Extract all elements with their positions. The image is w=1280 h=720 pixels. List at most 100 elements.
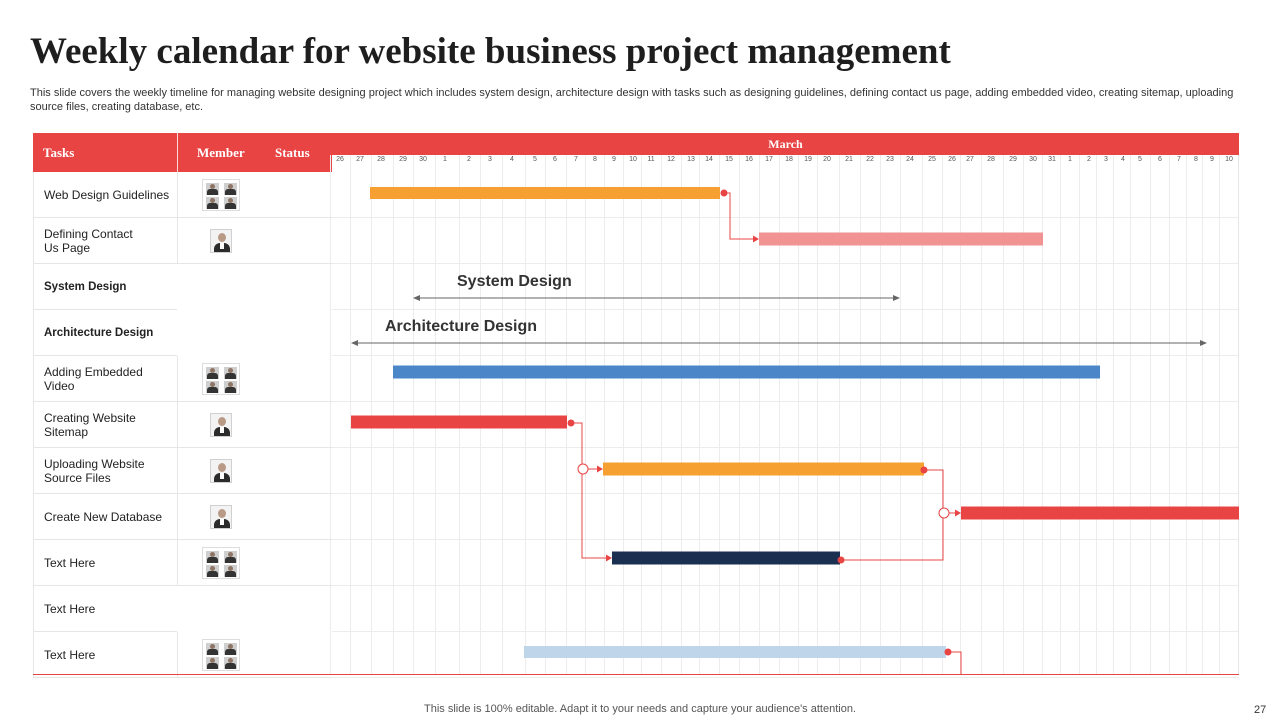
task-name: Creating Website Sitemap bbox=[44, 411, 136, 439]
day-column bbox=[942, 155, 943, 675]
footer-note: This slide is 100% editable. Adapt it to… bbox=[424, 703, 856, 715]
task-cell: Adding Embedded Video bbox=[33, 356, 177, 402]
header-divider bbox=[177, 133, 178, 172]
day-column bbox=[661, 155, 662, 675]
dependency-connector bbox=[581, 474, 610, 559]
day-column bbox=[1096, 155, 1097, 675]
task-row: Architecture Design bbox=[33, 310, 332, 356]
task-name: Create New Database bbox=[44, 510, 163, 524]
task-cell: Defining Contact Us Page bbox=[33, 218, 177, 264]
dependency-connector bbox=[841, 518, 944, 561]
gantt-bar bbox=[603, 462, 924, 476]
task-name: Adding Embedded Video bbox=[44, 365, 143, 393]
day-column bbox=[1202, 155, 1203, 675]
day-column bbox=[759, 155, 760, 675]
day-label: 6 bbox=[553, 156, 557, 163]
day-column bbox=[1219, 155, 1220, 675]
day-column bbox=[880, 155, 881, 675]
status-header: Status bbox=[275, 145, 310, 160]
day-label: 4 bbox=[510, 156, 514, 163]
task-row: Create New Database bbox=[33, 494, 332, 540]
day-label: 8 bbox=[593, 156, 597, 163]
day-column bbox=[459, 155, 460, 675]
month-header: March bbox=[332, 133, 1239, 155]
day-column bbox=[719, 155, 720, 675]
day-label: 3 bbox=[1104, 156, 1108, 163]
day-column bbox=[435, 155, 436, 675]
grid-row-line bbox=[332, 585, 1239, 586]
day-column bbox=[960, 155, 961, 675]
task-cell: Text Here bbox=[33, 632, 177, 678]
member-avatar bbox=[210, 413, 232, 437]
day-column bbox=[860, 155, 861, 675]
table-bottom-border bbox=[33, 674, 1239, 675]
day-label: 20 bbox=[823, 156, 831, 163]
task-name: Text Here bbox=[44, 556, 96, 570]
phase-range-arrowhead-right bbox=[1200, 340, 1207, 346]
day-column bbox=[545, 155, 546, 675]
task-row: Text Here bbox=[33, 540, 332, 586]
dependency-arrowhead bbox=[597, 465, 603, 473]
member-avatar-group bbox=[202, 363, 240, 395]
gantt-bar bbox=[370, 187, 720, 199]
day-column bbox=[1186, 155, 1187, 675]
day-label: 27 bbox=[356, 156, 364, 163]
task-row: Text Here bbox=[33, 632, 332, 678]
dependency-connector bbox=[571, 422, 601, 470]
day-column bbox=[798, 155, 799, 675]
member-avatar bbox=[210, 459, 232, 483]
day-column bbox=[1042, 155, 1043, 675]
grid-row-line bbox=[332, 263, 1239, 264]
gantt-bar bbox=[524, 646, 946, 658]
day-column bbox=[1113, 155, 1114, 675]
day-label: 19 bbox=[804, 156, 812, 163]
day-column bbox=[566, 155, 567, 675]
system-design-label: System Design bbox=[457, 273, 572, 290]
day-column bbox=[1003, 155, 1004, 675]
day-column bbox=[681, 155, 682, 675]
dependency-node bbox=[577, 463, 589, 475]
day-label: 1 bbox=[1068, 156, 1072, 163]
task-table: Web Design Guidelines Defining Contact Us… bbox=[33, 172, 332, 678]
day-label: 14 bbox=[705, 156, 713, 163]
task-row: Text Here bbox=[33, 586, 332, 632]
day-label: 15 bbox=[725, 156, 733, 163]
member-avatar-group bbox=[202, 179, 240, 211]
day-label: 26 bbox=[948, 156, 956, 163]
day-column bbox=[779, 155, 780, 675]
day-label: 7 bbox=[574, 156, 578, 163]
day-label: 4 bbox=[1121, 156, 1125, 163]
day-column bbox=[817, 155, 818, 675]
task-name: Text Here bbox=[44, 602, 96, 616]
gantt-bar bbox=[393, 365, 1100, 379]
day-label: 16 bbox=[745, 156, 753, 163]
page-number: 27 bbox=[1254, 704, 1267, 716]
task-row: Uploading Website Source Files bbox=[33, 448, 332, 494]
day-column bbox=[371, 155, 372, 675]
grid-row-line bbox=[332, 355, 1239, 356]
day-label: 12 bbox=[667, 156, 675, 163]
day-label: 9 bbox=[612, 156, 616, 163]
task-name: Uploading Website Source Files bbox=[44, 457, 145, 485]
day-label: 7 bbox=[1177, 156, 1181, 163]
day-label: 30 bbox=[1029, 156, 1037, 163]
timeline-grid: 26 27 28 29 30 1 2 3 4 5 6 7 8 9 10 11 12 13 14 15 16 17 18 19 2… bbox=[330, 155, 1239, 678]
dependency-arrowhead bbox=[955, 509, 961, 517]
member-cell bbox=[177, 172, 332, 218]
day-label: 25 bbox=[928, 156, 936, 163]
task-cell: Creating Website Sitemap bbox=[33, 402, 177, 448]
day-column bbox=[480, 155, 481, 675]
member-avatar-group bbox=[202, 639, 240, 671]
member-avatar bbox=[210, 229, 232, 253]
grid-row-line bbox=[332, 447, 1239, 448]
dependency-dot bbox=[944, 648, 952, 656]
day-label: 28 bbox=[987, 156, 995, 163]
task-row: Web Design Guidelines bbox=[33, 172, 332, 218]
day-label: 10 bbox=[1225, 156, 1233, 163]
day-label: 5 bbox=[1138, 156, 1142, 163]
tasks-header: Tasks bbox=[43, 145, 75, 160]
day-column bbox=[502, 155, 503, 675]
task-name: System Design bbox=[44, 281, 127, 293]
day-label: 13 bbox=[687, 156, 695, 163]
member-cell bbox=[177, 632, 332, 678]
